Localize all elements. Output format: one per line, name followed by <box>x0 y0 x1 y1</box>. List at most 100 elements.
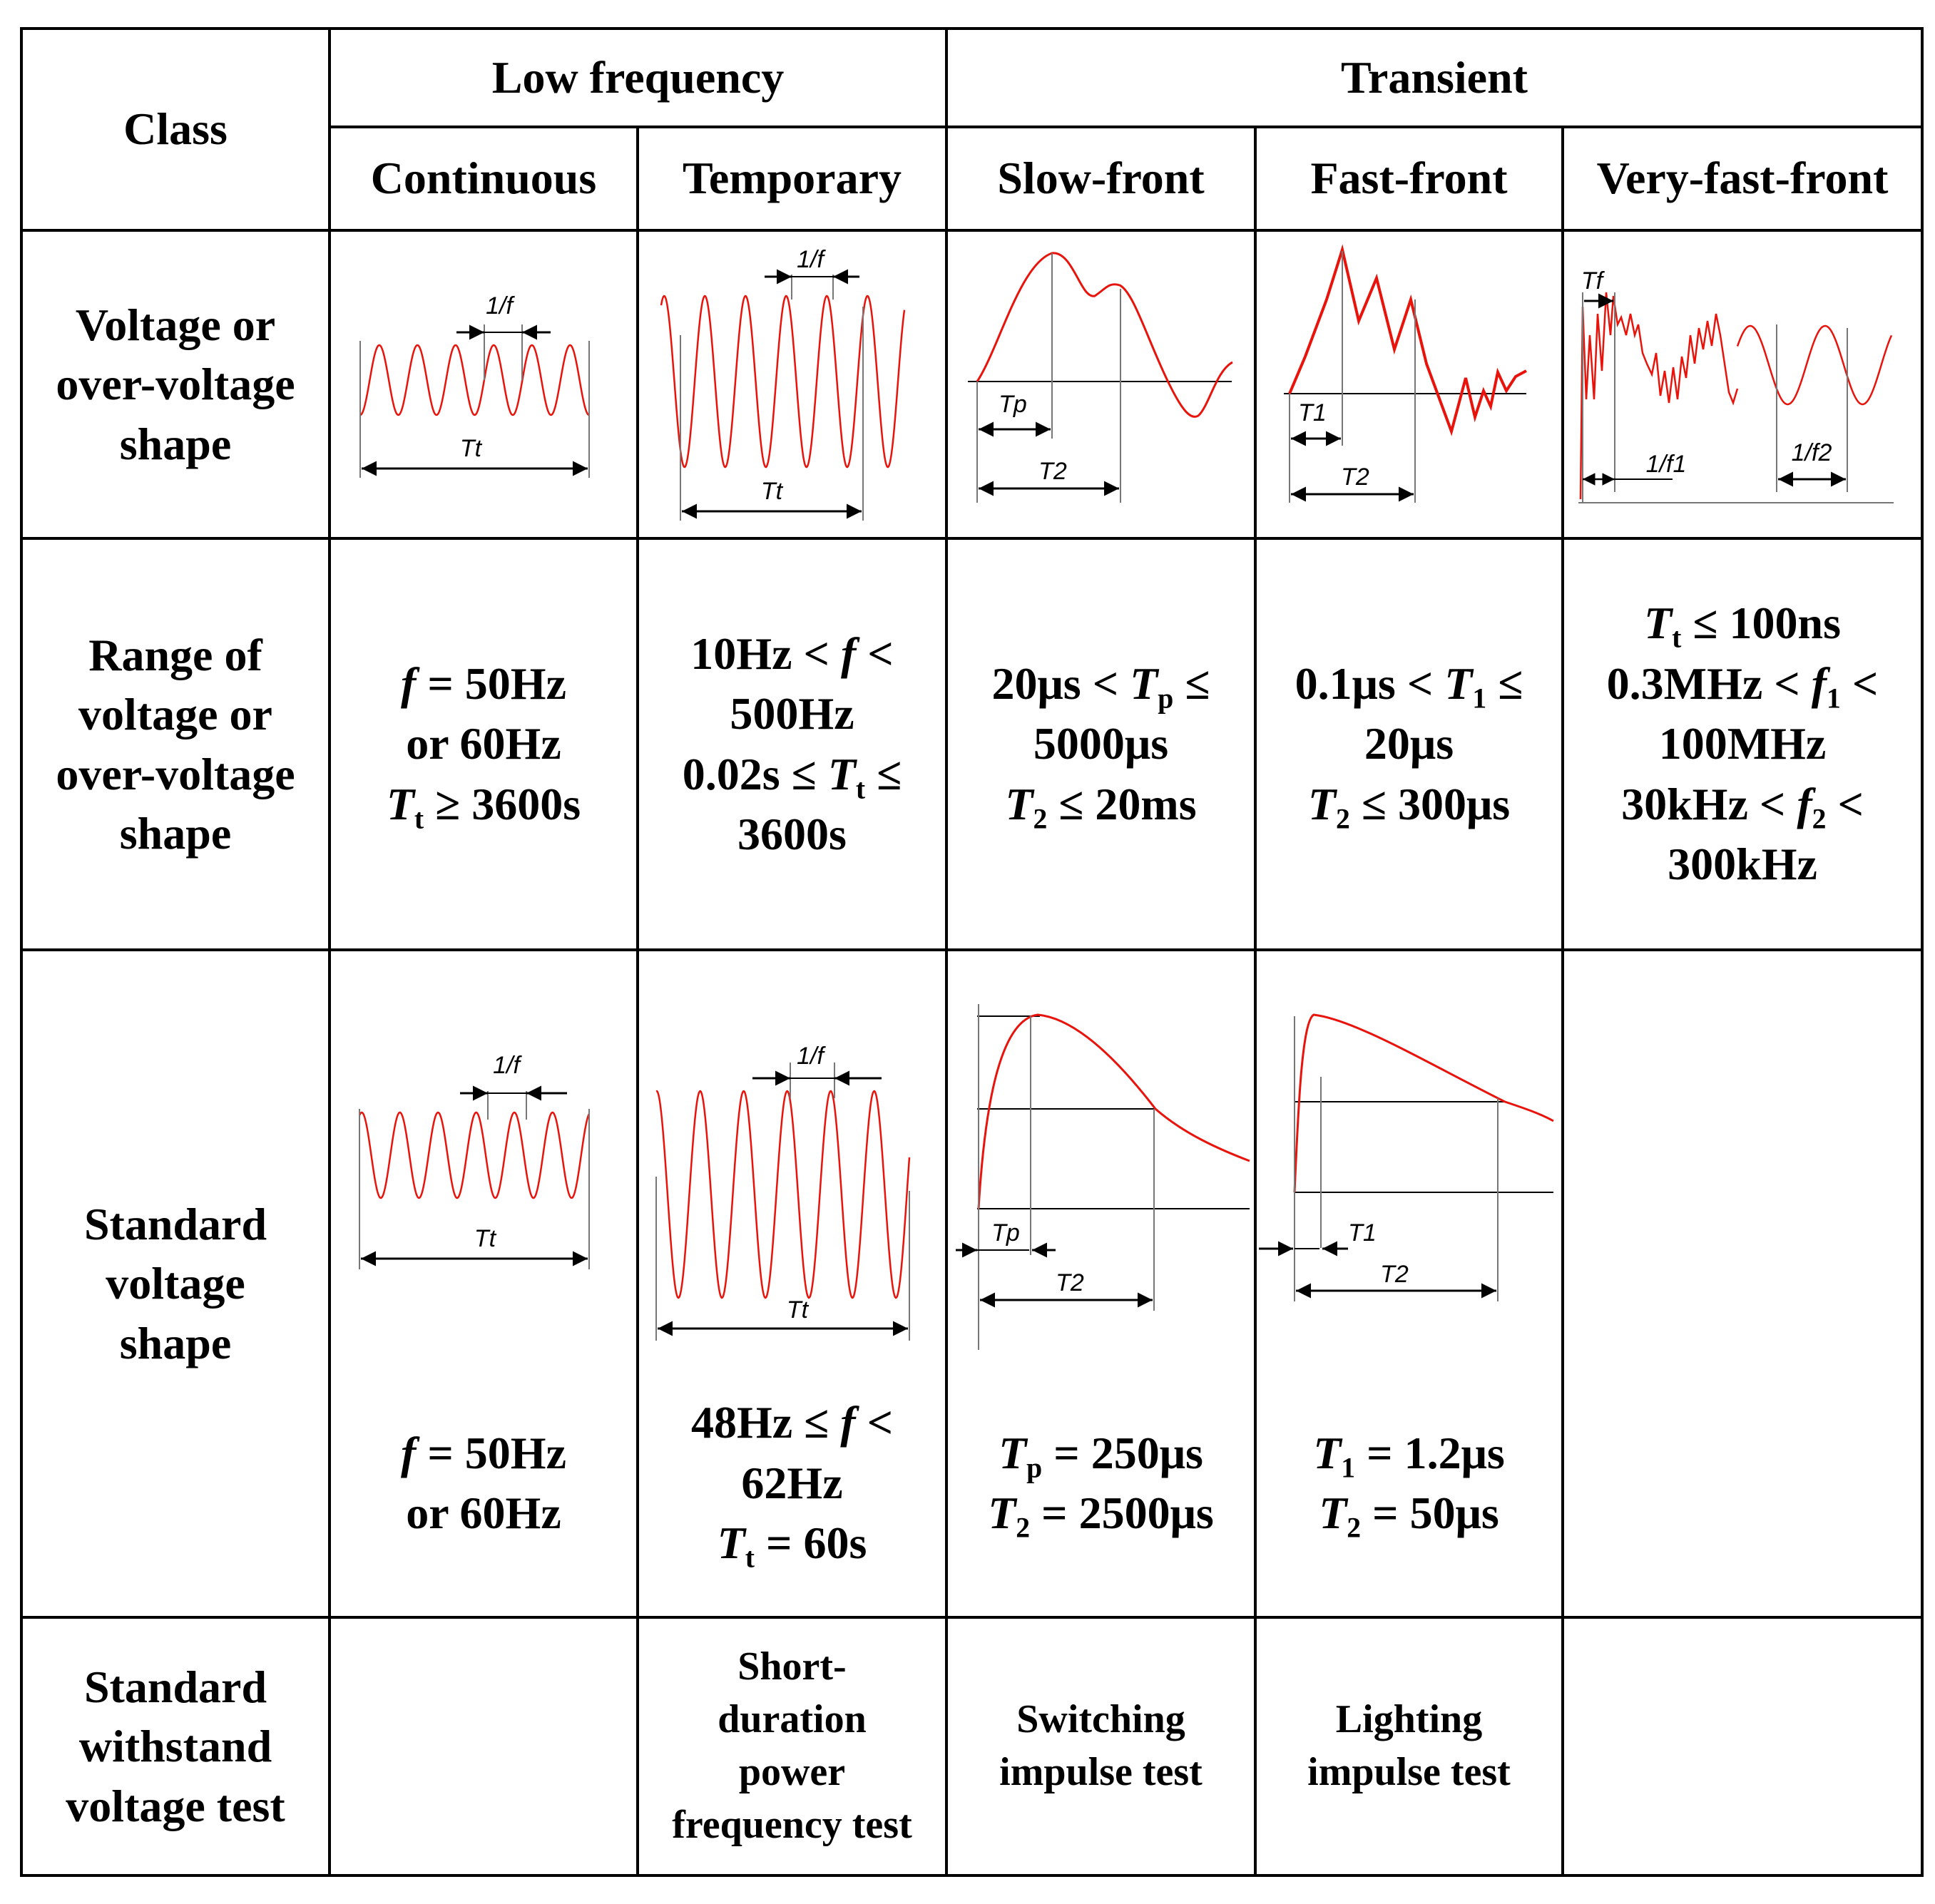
test-text: impulse test <box>999 1750 1203 1794</box>
row-header-line: voltage <box>106 1258 245 1309</box>
standard-text: = 250μs <box>1042 1427 1203 1478</box>
range-slow-front: 20μs < Tp ≤ 5000μs T2 ≤ 20ms <box>946 538 1255 950</box>
range-text: 0.1μs < <box>1295 657 1445 709</box>
row-header-line: Voltage or <box>75 300 276 351</box>
range-continuous: f = 50Hz or 60Hz Tt ≥ 3600s <box>330 538 638 950</box>
range-text: ≤ 20ms <box>1047 778 1197 829</box>
slow-front-standard-wave <box>977 1013 1250 1209</box>
range-text: = 50Hz <box>416 657 566 709</box>
temporary-tt-label: Tt <box>761 478 784 505</box>
row-header-line: voltage test <box>66 1780 285 1831</box>
fast-front-standard-t1-label: T1 <box>1348 1219 1377 1247</box>
continuous-standard-sine-wave <box>358 1111 591 1199</box>
range-subscript: 1 <box>1472 682 1487 715</box>
standard-symbol: f <box>840 1397 856 1448</box>
range-subscript: 2 <box>1335 803 1350 835</box>
standard-text: = 1.2μs <box>1355 1427 1505 1478</box>
slow-front-t2-label: T2 <box>1038 458 1067 485</box>
range-subscript: 2 <box>1812 803 1827 835</box>
row-header-line: over-voltage <box>56 359 295 410</box>
test-text: power <box>738 1750 846 1794</box>
row-header-line: shape <box>119 807 232 859</box>
fast-front-standard-wave <box>1293 1013 1554 1193</box>
slow-front-standard-tp-label: Tp <box>991 1219 1020 1247</box>
header-temporary: Temporary <box>683 153 902 204</box>
range-symbol: T <box>827 748 856 799</box>
range-text: 10Hz < <box>690 628 841 679</box>
range-symbol: T <box>1307 778 1336 829</box>
range-text: 5000μs <box>1033 718 1169 769</box>
header-slow-front: Slow-front <box>997 153 1205 204</box>
row-header-voltage-shape: Voltage or over-voltage shape <box>21 230 330 538</box>
range-text: ≤ 100ns <box>1681 598 1841 649</box>
fast-front-standard-t2-label: T2 <box>1380 1261 1409 1288</box>
range-text: ≤ <box>865 748 902 799</box>
range-text: 500Hz <box>730 688 854 739</box>
standard-text: 62Hz <box>741 1457 843 1508</box>
standard-symbol: T <box>988 1488 1016 1538</box>
continuous-tt-label: Tt <box>460 435 483 462</box>
row-header-line: voltage or <box>78 689 272 740</box>
continuous-standard-tt-label: Tt <box>474 1225 497 1252</box>
fast-front-standard-diagram: T1 T2 <box>1259 1013 1554 1301</box>
standard-text: = 50μs <box>1361 1488 1499 1538</box>
range-text: 30kHz < <box>1621 778 1797 829</box>
standard-slow-front: Tp = 250μs T2 = 2500μs <box>946 1398 1255 1569</box>
range-text: < <box>856 628 894 679</box>
test-temporary: Short- duration power frequency test <box>638 1617 946 1875</box>
range-text: 3600s <box>737 808 847 859</box>
range-subscript: t <box>855 773 866 805</box>
test-text: duration <box>718 1697 867 1742</box>
continuous-overvoltage-diagram: 1/f Tt <box>359 292 590 478</box>
row-header-range-shape: Range of voltage or over-voltage shape <box>21 538 330 950</box>
range-text: < <box>1840 657 1879 709</box>
temporary-standard-tt-label: Tt <box>787 1296 810 1324</box>
test-text: Switching <box>1016 1697 1185 1742</box>
row-header-line: withstand <box>78 1721 272 1772</box>
slow-front-standard-t2-label: T2 <box>1056 1269 1084 1296</box>
range-fast-front: 0.1μs < T1 ≤ 20μs T2 ≤ 300μs <box>1255 538 1563 950</box>
slow-front-tp-label: Tp <box>999 391 1027 418</box>
range-symbol: f <box>1811 657 1827 709</box>
range-symbol: f <box>1797 778 1812 829</box>
row-header-line: shape <box>119 1317 232 1368</box>
header-transient: Transient <box>1341 51 1528 103</box>
range-symbol: T <box>1444 657 1473 709</box>
fast-front-t1-label: T1 <box>1298 399 1327 426</box>
continuous-standard-diagram: 1/f Tt <box>358 1052 591 1269</box>
range-symbol: T <box>1130 657 1158 709</box>
standard-symbol: f <box>401 1427 417 1478</box>
range-text: 0.3MHz < <box>1606 657 1812 709</box>
header-low-frequency: Low frequency <box>491 51 785 103</box>
temporary-sine-wave <box>660 295 906 469</box>
range-symbol: f <box>401 657 417 709</box>
row-header-standard-test: Standard withstand voltage test <box>21 1617 330 1875</box>
row-header-standard-shape: Standard voltage shape <box>21 950 330 1617</box>
very-fast-front-wave-tail <box>1736 324 1893 406</box>
range-text: or 60Hz <box>406 718 561 769</box>
very-fast-front-wave-burst <box>1579 292 1739 500</box>
range-text: < <box>1826 778 1864 829</box>
range-symbol: T <box>1005 778 1033 829</box>
standard-symbol: T <box>999 1427 1027 1478</box>
continuous-standard-one-over-f-label: 1/f <box>493 1052 522 1079</box>
header-very-fast-front: Very-fast-front <box>1596 153 1889 204</box>
standard-text: 48Hz ≤ <box>690 1397 841 1448</box>
standard-symbol: T <box>717 1517 745 1569</box>
continuous-sine-wave <box>359 344 590 416</box>
test-fast-front: Lighting impulse test <box>1255 1617 1563 1875</box>
standard-text: = 2500μs <box>1030 1488 1214 1538</box>
range-subscript: p <box>1158 682 1174 715</box>
test-text: impulse test <box>1307 1750 1511 1794</box>
row-header-line: Standard <box>83 1662 267 1713</box>
standard-fast-front: T1 = 1.2μs T2 = 50μs <box>1255 1398 1563 1569</box>
standard-temporary: 48Hz ≤ f < 62Hz Tt = 60s <box>638 1383 946 1583</box>
range-text: 0.02s ≤ <box>682 748 828 799</box>
standard-subscript: 1 <box>1341 1452 1356 1484</box>
range-text: 300kHz <box>1668 839 1817 890</box>
row-header-line: over-voltage <box>56 748 295 799</box>
range-subscript: t <box>414 803 424 835</box>
range-subscript: t <box>1672 623 1682 655</box>
standard-symbol: T <box>1319 1488 1347 1538</box>
